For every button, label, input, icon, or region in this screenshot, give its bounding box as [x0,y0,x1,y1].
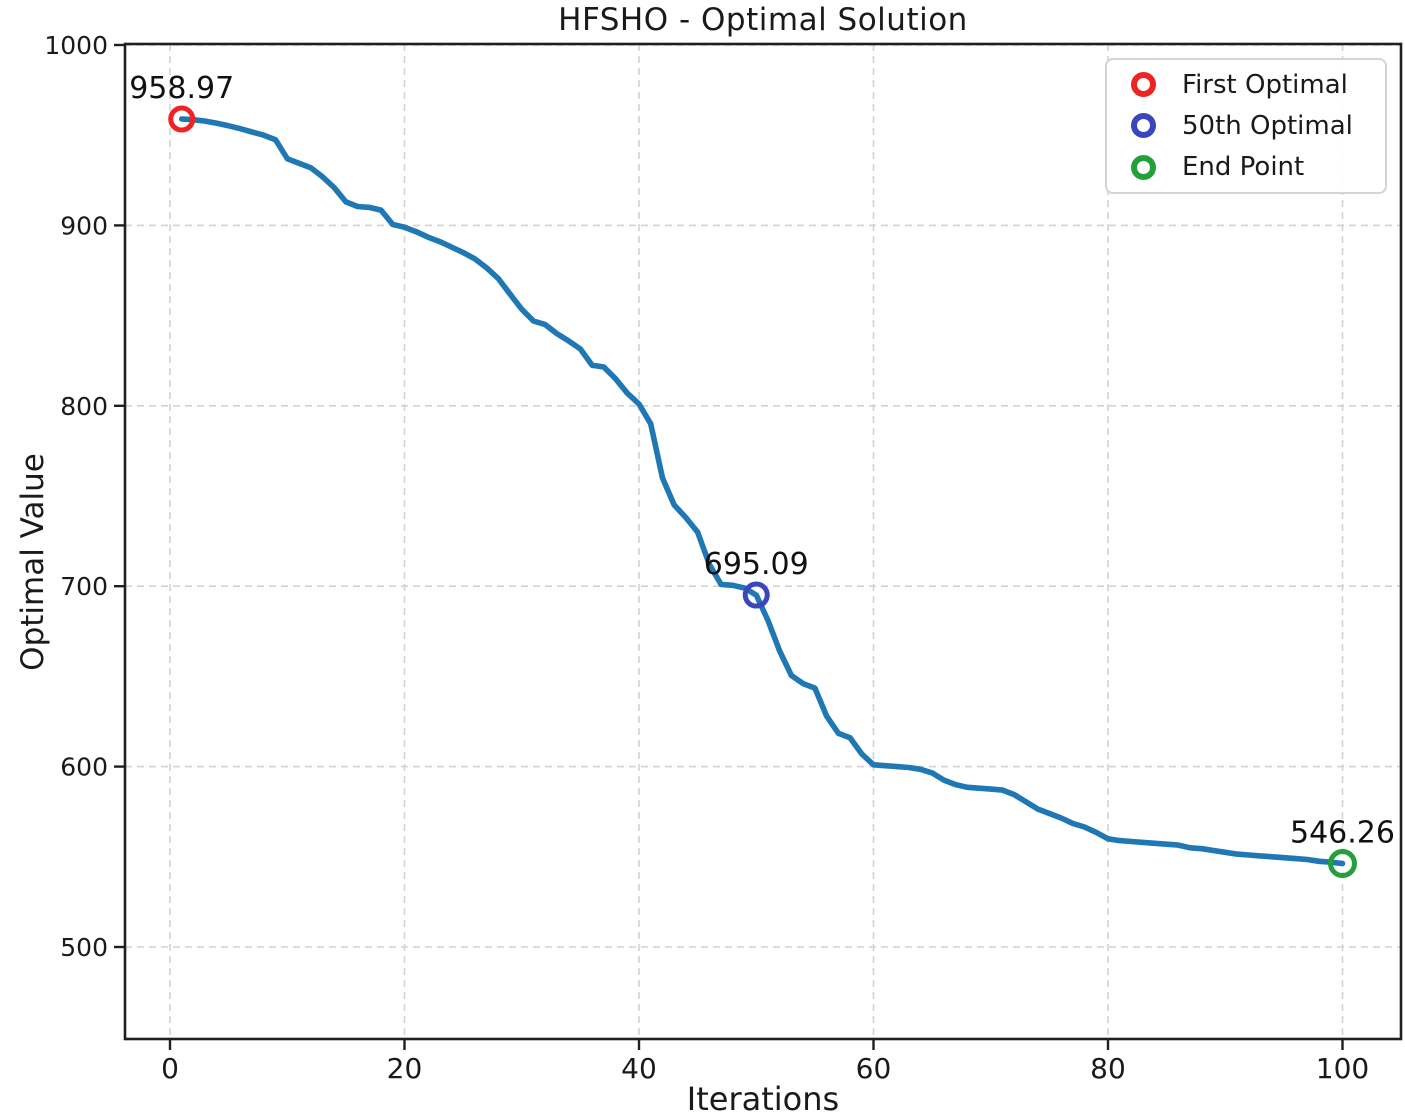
y-axis-label: Optimal Value [15,453,51,671]
legend-label: First Optimal [1182,69,1348,100]
chart-title: HFSHO - Optimal Solution [558,2,968,38]
end-point-marker-icon [1131,154,1156,180]
x-tick-label: 40 [621,1052,657,1085]
marker-end-point [1328,849,1357,879]
x-tick-label: 80 [1090,1052,1126,1085]
y-tick-label: 700 [60,572,108,601]
y-tick-label: 1000 [44,31,108,60]
y-tick-label: 900 [60,211,108,240]
y-tick-label: 600 [60,753,108,782]
point-annotation: 546.26 [1290,816,1395,851]
legend-label: 50th Optimal [1182,110,1353,141]
legend-item-end-point: End Point [1107,147,1385,187]
point-annotation: 958.97 [129,71,234,106]
marker-first-optimal [168,105,196,133]
legend-label: End Point [1182,152,1305,183]
axis-spines [123,42,1403,1041]
y-tick-label: 800 [60,392,108,421]
series-line [178,116,1346,867]
legend-item-first-optimal: First Optimal [1107,65,1385,105]
x-tick-label: 60 [856,1052,892,1085]
point-annotation: 695.09 [704,547,809,582]
legend: First Optimal 50th Optimal End Point [1105,58,1387,194]
x-axis-label: Iterations [686,1080,840,1118]
x-tick-label: 0 [161,1052,179,1085]
legend-item-50th-optimal: 50th Optimal [1107,106,1385,146]
50th-optimal-marker-icon [1131,113,1156,139]
first-optimal-marker-icon [1131,72,1156,98]
marker-50th-optimal [742,581,770,609]
x-tick-label: 20 [387,1052,423,1085]
y-tick-label: 500 [60,933,108,962]
x-tick-label: 100 [1316,1052,1369,1085]
